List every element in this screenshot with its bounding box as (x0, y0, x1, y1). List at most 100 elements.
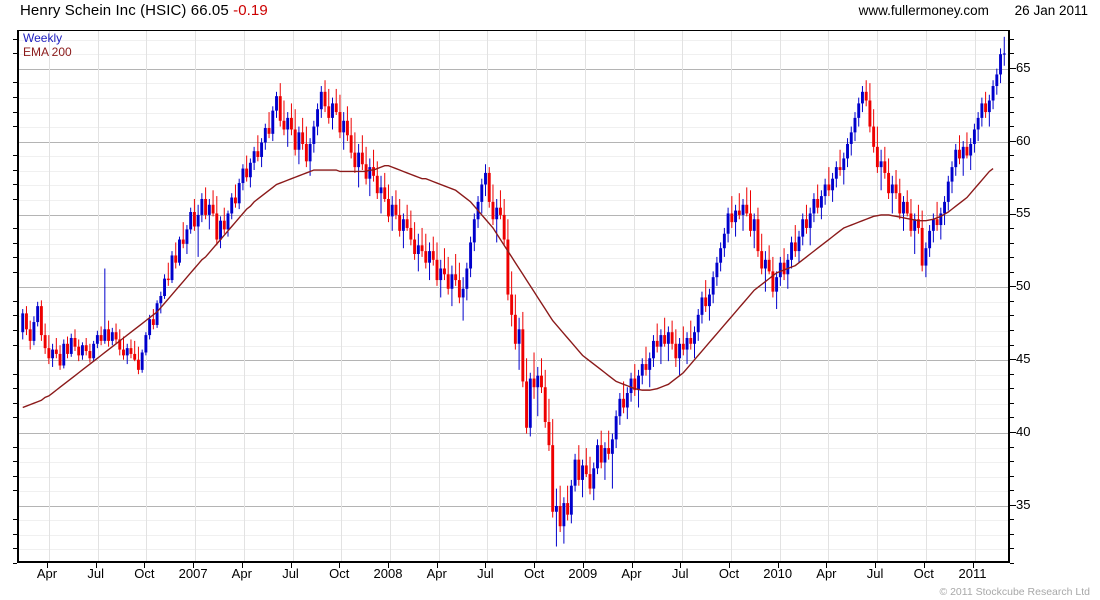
y-axis-tick-minor-left (13, 490, 17, 492)
gridline-horizontal (19, 389, 1008, 391)
x-axis-label: 2011 (958, 566, 987, 581)
gridline-vertical (438, 31, 440, 561)
y-axis-tick-minor (1010, 344, 1014, 346)
y-axis-tick-minor (1010, 548, 1014, 550)
gridline-horizontal (19, 214, 1008, 216)
gridline-vertical (243, 31, 245, 561)
x-axis-tick (923, 563, 925, 568)
x-axis-tick (95, 563, 97, 568)
gridline-horizontal (19, 520, 1008, 522)
y-axis-tick-minor-left (13, 126, 17, 128)
gridline-horizontal (19, 39, 1008, 41)
y-axis-tick-minor (1010, 475, 1014, 477)
x-axis-tick (582, 563, 584, 568)
chart-title: Henry Schein Inc (HSIC) 66.05 -0.19 (20, 2, 268, 19)
x-axis-tick (826, 563, 828, 568)
y-axis-label: 60 (1016, 132, 1031, 148)
y-axis-tick-minor (1010, 38, 1014, 40)
y-axis-tick-minor (1010, 446, 1014, 448)
gridline-vertical (195, 31, 197, 561)
gridline-horizontal (19, 505, 1008, 507)
copyright-notice: © 2011 Stockcube Research Ltd (939, 586, 1090, 598)
y-axis-tick-minor (1010, 533, 1014, 535)
y-axis-tick-minor (1010, 271, 1014, 273)
y-axis-tick-minor (1010, 315, 1014, 317)
price-change: -0.19 (233, 2, 268, 19)
y-axis-tick-minor-left (13, 315, 17, 317)
y-axis-tick-minor-left (13, 198, 17, 200)
x-axis-tick (680, 563, 682, 568)
x-axis-label: Apr (231, 566, 252, 581)
x-axis-label: Jul (282, 566, 299, 581)
gridline-vertical (731, 31, 732, 561)
gridline-horizontal (19, 199, 1008, 201)
y-axis-tick-minor-left (13, 344, 17, 346)
gridline-horizontal (19, 476, 1008, 478)
gridline-horizontal (19, 345, 1008, 347)
gridline-horizontal (19, 418, 1008, 420)
x-axis-tick (972, 563, 974, 568)
y-axis-tick-minor (1010, 461, 1014, 463)
y-axis-tick-minor-left (13, 300, 17, 302)
y-axis-tick-minor (1010, 300, 1014, 302)
y-axis-label: 65 (1016, 59, 1031, 75)
gridline-horizontal (19, 185, 1008, 187)
gridline-vertical (146, 31, 148, 561)
y-axis-tick-minor (1010, 330, 1014, 331)
y-axis-tick-minor-left (13, 533, 17, 535)
gridline-vertical (49, 31, 50, 561)
x-axis-label: Jul (87, 566, 104, 581)
y-axis-label: 50 (1016, 278, 1031, 294)
gridline-horizontal (19, 534, 1008, 536)
y-axis-tick-minor-left (13, 242, 17, 244)
y-axis-tick-minor-left (13, 373, 17, 375)
gridline-horizontal (19, 491, 1008, 493)
gridline-horizontal (19, 127, 1008, 129)
gridline-vertical (292, 31, 294, 561)
instrument-title: Henry Schein Inc (HSIC) 66.05 (20, 2, 229, 19)
y-axis-tick-major (1010, 140, 1016, 142)
x-axis-label: Apr (36, 566, 58, 581)
y-axis-tick-minor-left (13, 563, 17, 564)
y-axis-tick-minor-left (13, 402, 17, 404)
gridline-vertical (390, 31, 391, 561)
y-axis-tick-minor-left (13, 257, 17, 259)
y-axis-tick-major (1010, 286, 1016, 288)
x-axis-tick (875, 563, 877, 568)
x-axis-tick (631, 563, 633, 568)
y-axis-tick-minor-left (13, 475, 17, 477)
plot-area[interactable]: Weekly EMA 200 (17, 30, 1010, 563)
y-axis-tick-minor-left (13, 271, 17, 273)
x-axis-label: 2009 (568, 566, 598, 581)
gridline-horizontal (19, 447, 1008, 449)
y-axis-tick-minor (1010, 184, 1014, 186)
x-axis-tick (339, 563, 341, 568)
gridline-horizontal (19, 229, 1008, 231)
x-axis-tick (193, 563, 195, 568)
y-axis-tick-minor (1010, 417, 1014, 419)
gridline-vertical (925, 31, 927, 561)
y-axis-tick-minor (1010, 519, 1014, 521)
gridline-horizontal (19, 156, 1008, 158)
y-axis-tick-minor (1010, 563, 1014, 564)
gridline-horizontal (19, 432, 1008, 434)
y-axis-tick-minor (1010, 228, 1014, 230)
gridline-horizontal (19, 462, 1008, 464)
y-axis-tick-minor (1010, 169, 1014, 171)
gridline-horizontal (19, 112, 1008, 114)
gridline-vertical (633, 31, 635, 561)
y-axis-tick-major (1010, 431, 1016, 433)
x-axis-tick (729, 563, 730, 568)
y-axis-tick-minor (1010, 373, 1014, 375)
legend-overlay-label: EMA 200 (23, 45, 72, 59)
gridline-horizontal (19, 68, 1008, 70)
x-axis-tick (485, 563, 487, 568)
y-axis-tick-minor (1010, 242, 1014, 244)
gridline-horizontal (19, 549, 1008, 551)
gridline-horizontal (19, 374, 1008, 376)
gridline-horizontal (19, 243, 1008, 245)
y-axis-tick-minor (1010, 111, 1014, 113)
gridline-horizontal (19, 170, 1008, 172)
x-axis-label: 2008 (373, 566, 403, 581)
